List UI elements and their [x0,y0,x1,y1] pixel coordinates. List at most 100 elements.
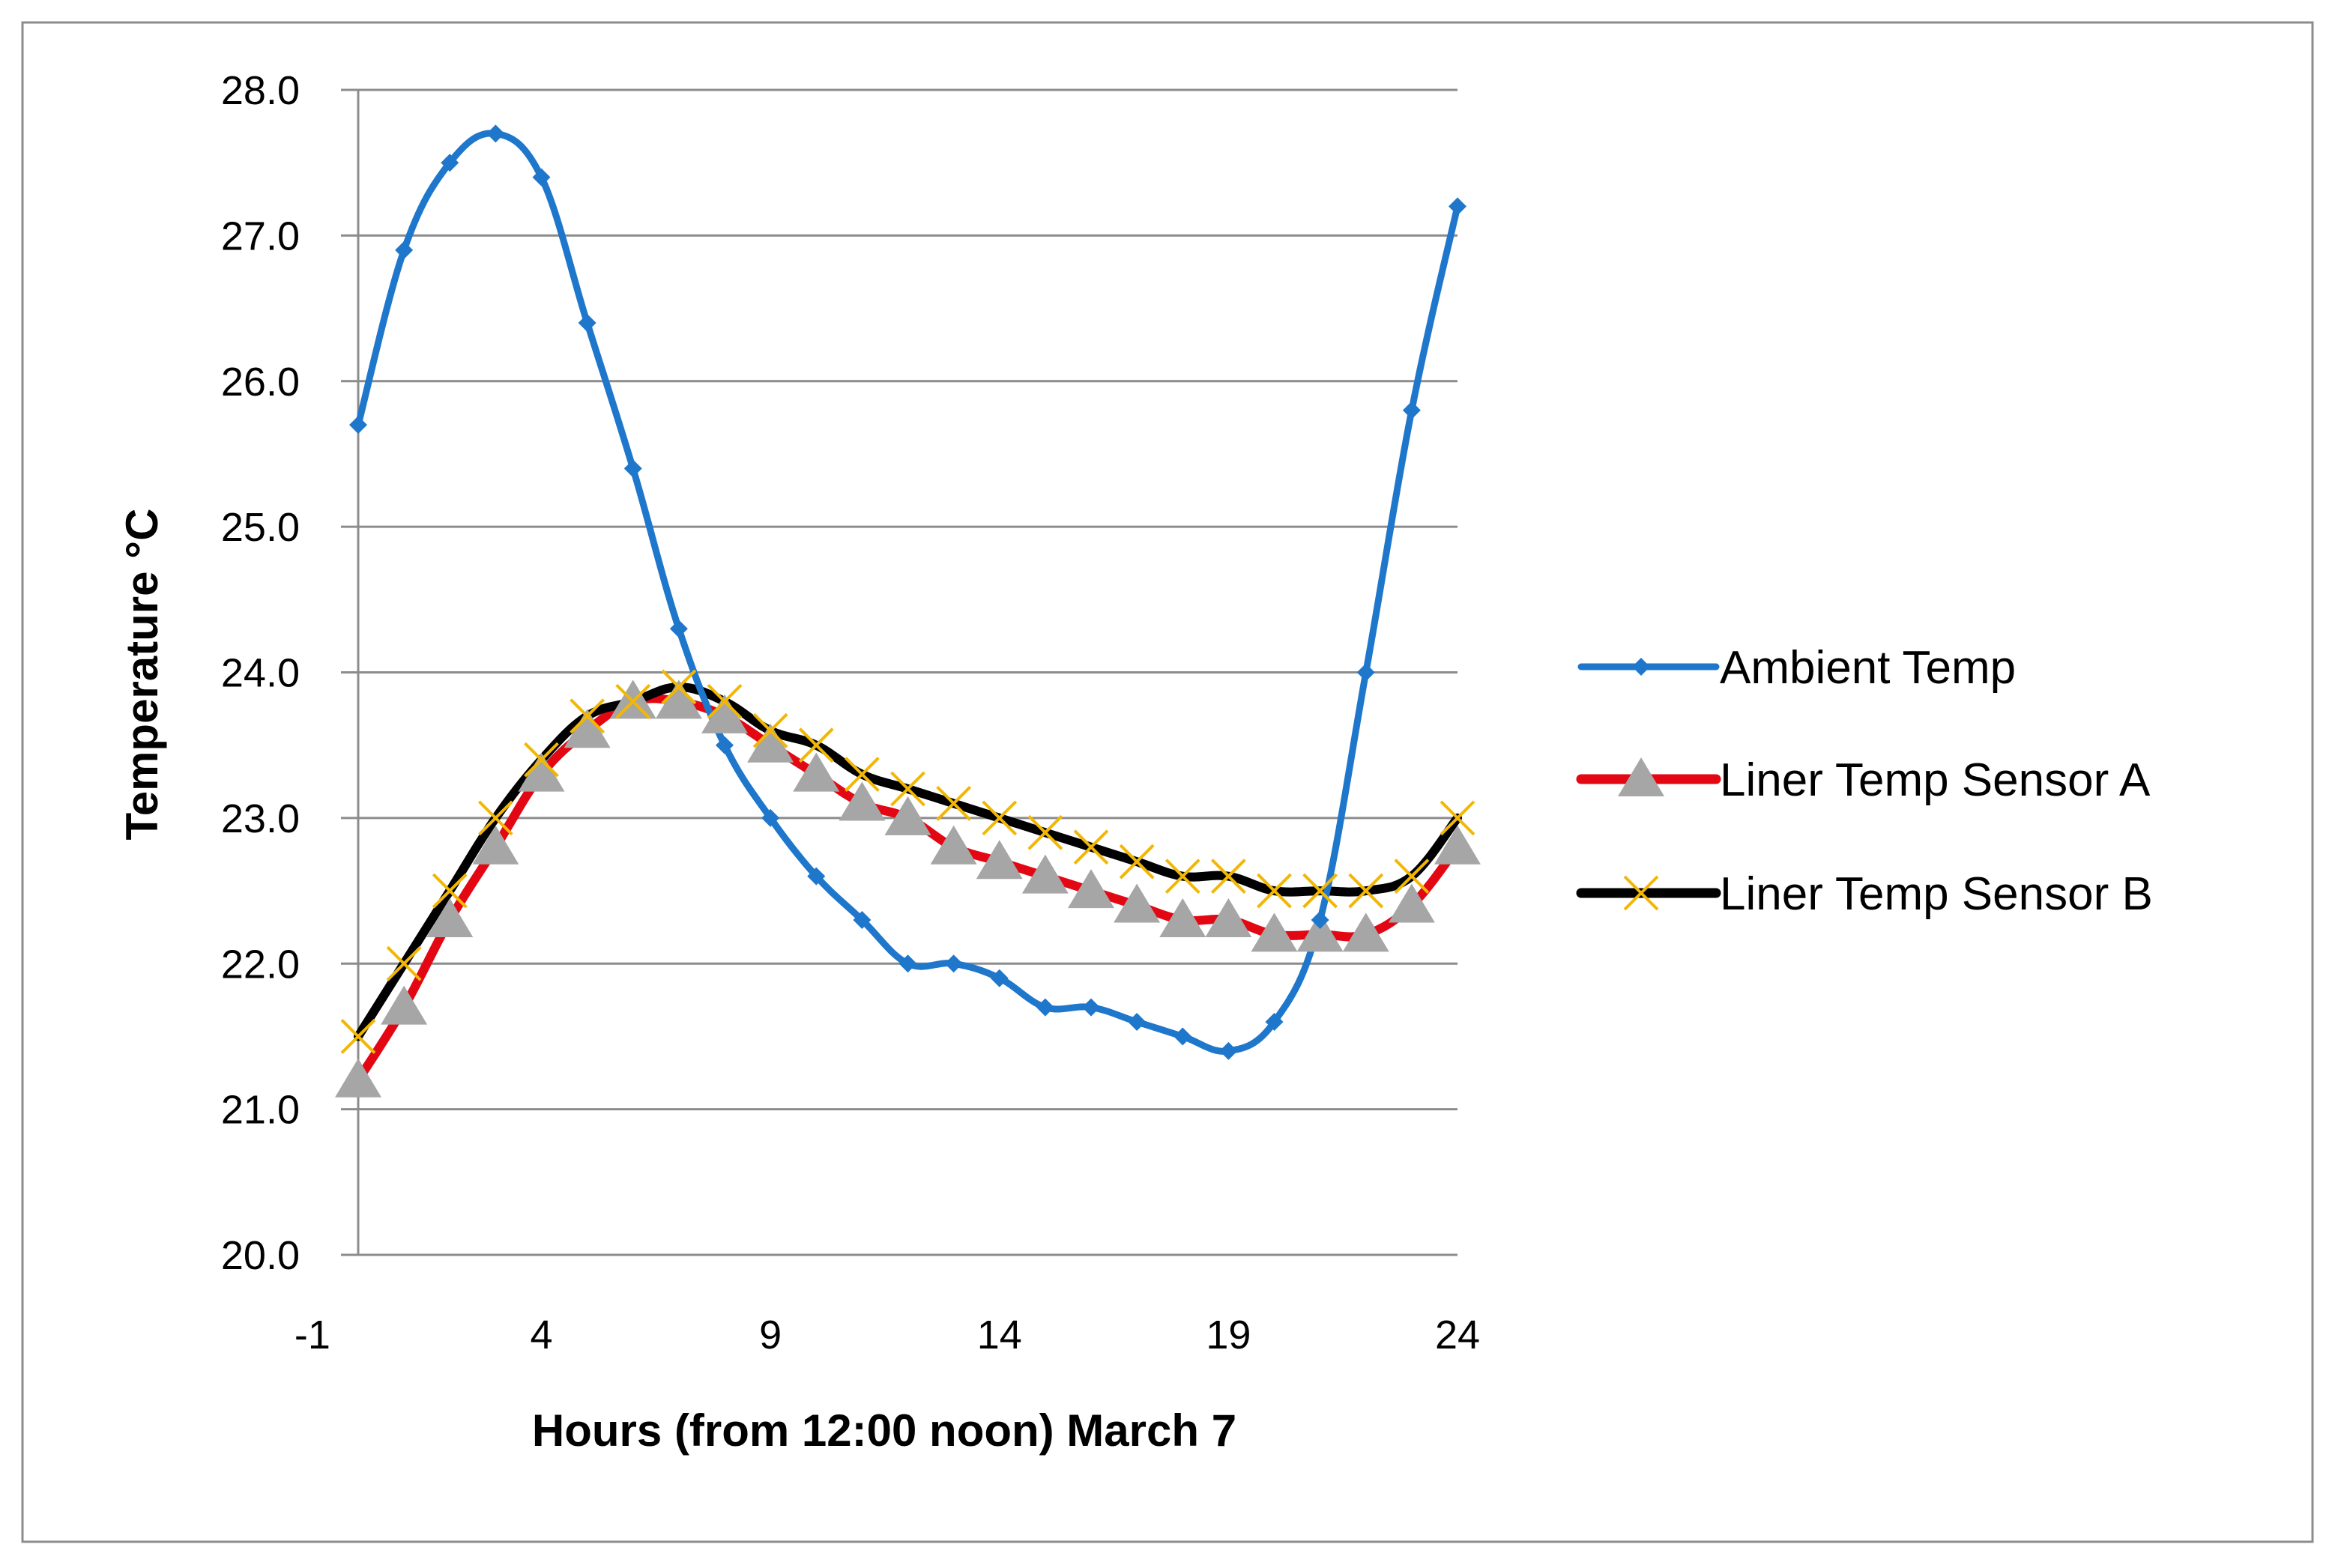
data-point [609,679,656,719]
data-point [716,736,734,754]
y-tick-label: 28.0 [221,68,300,113]
data-point [1073,829,1109,865]
x-axis-title: Hours (from 12:00 noon) March 7 [532,1405,1236,1456]
data-point [853,910,872,929]
data-point [798,727,834,763]
data-point [1356,663,1375,682]
data-point [1068,869,1114,909]
data-point [898,954,917,973]
data-point [701,694,748,733]
data-point [524,742,559,778]
data-point [1021,854,1069,894]
data-point [761,808,780,827]
series-layer [335,124,1481,1098]
x-tick-label: 14 [977,1313,1022,1357]
legend-label: Liner Temp Sensor B [1720,868,2153,920]
data-point [747,723,794,763]
data-point [655,679,702,719]
data-point [335,1058,381,1098]
data-point [349,416,367,435]
x-tick-label: -1 [294,1313,330,1357]
y-tick-label: 22.0 [221,942,300,987]
data-point [1265,1013,1284,1031]
data-point [441,154,459,172]
data-point [1402,401,1421,420]
data-point [1165,859,1200,895]
data-point [1219,1041,1238,1060]
series-markers [335,679,1481,1098]
y-tick-label: 26.0 [221,360,300,405]
data-point [578,314,596,332]
data-point [661,669,697,705]
data-point [1296,912,1344,952]
data-point [1632,658,1650,676]
x-tick-label: 9 [759,1313,782,1357]
data-point [1114,883,1161,923]
y-tick-label: 23.0 [221,796,300,841]
y-tick-label: 21.0 [221,1088,300,1133]
data-point [982,800,1018,836]
data-point [518,752,565,792]
data-point [807,867,826,886]
data-point [884,796,931,835]
legend-label: Liner Temp Sensor A [1720,754,2151,806]
data-point [1440,800,1475,836]
x-tick-label: 19 [1206,1313,1251,1357]
data-point [564,709,611,748]
data-point [944,954,963,973]
data-point [707,683,743,719]
data-point [1311,910,1329,929]
data-point [1159,897,1206,937]
data-point [615,683,651,719]
data-point [1434,825,1481,865]
data-point [1623,875,1659,911]
data-point [386,945,422,981]
data-point [340,1019,376,1054]
data-point [1251,912,1298,952]
data-point [570,698,605,734]
x-tick-label: 24 [1435,1313,1480,1357]
data-point [1618,757,1664,796]
y-tick-label: 24.0 [221,651,300,696]
data-point [477,800,513,836]
y-axis-title: Temperature °C [117,509,167,841]
axes: 20.0 21.0 22.0 23.0 24.0 25.0 26.0 27.0 28.0 -1 4 9… [221,68,1480,1357]
data-point [890,771,925,807]
data-point [1036,998,1054,1017]
y-tick-label: 27.0 [221,214,300,258]
data-point [1210,859,1246,895]
data-point [1128,1013,1147,1031]
data-point [426,897,474,937]
data-point [990,969,1009,987]
data-point [1302,873,1338,909]
data-point [793,752,840,792]
data-point [1342,912,1389,952]
data-point [623,459,642,478]
data-point [1082,998,1100,1017]
data-point [1388,883,1435,923]
data-point [432,873,468,909]
data-point [1205,897,1252,937]
data-point [486,124,505,143]
y-tick-label: 25.0 [221,505,300,550]
data-point [752,712,788,748]
data-point [1449,197,1466,216]
legend-item: Liner Temp Sensor A [1576,754,2151,806]
x-tick-label: 4 [530,1313,552,1357]
data-point [1348,873,1384,909]
data-point [669,620,688,638]
legend: Ambient Temp Liner Temp Sensor A Liner Tem… [1576,642,2153,920]
legend-item: Liner Temp Sensor B [1576,868,2153,920]
data-point [532,168,551,187]
data-point [976,840,1023,880]
data-point [844,757,880,792]
series-markers [340,669,1475,1054]
y-tick-label: 20.0 [221,1233,300,1278]
data-point [930,825,977,865]
data-point [1394,859,1430,895]
data-point [839,781,886,821]
series-markers [349,124,1466,1060]
data-point [472,825,519,865]
